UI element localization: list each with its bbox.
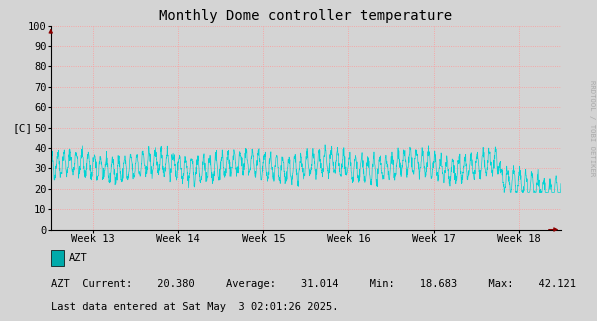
Title: Monthly Dome controller temperature: Monthly Dome controller temperature [159, 9, 453, 23]
Text: Last data entered at Sat May  3 02:01:26 2025.: Last data entered at Sat May 3 02:01:26 … [51, 301, 338, 312]
Text: RRDTOOL / TOBI OETIKER: RRDTOOL / TOBI OETIKER [589, 80, 595, 177]
Text: AZT: AZT [69, 253, 87, 264]
Text: AZT  Current:    20.380     Average:    31.014     Min:    18.683     Max:    42: AZT Current: 20.380 Average: 31.014 Min:… [51, 279, 576, 289]
Text: [C]: [C] [13, 123, 33, 133]
